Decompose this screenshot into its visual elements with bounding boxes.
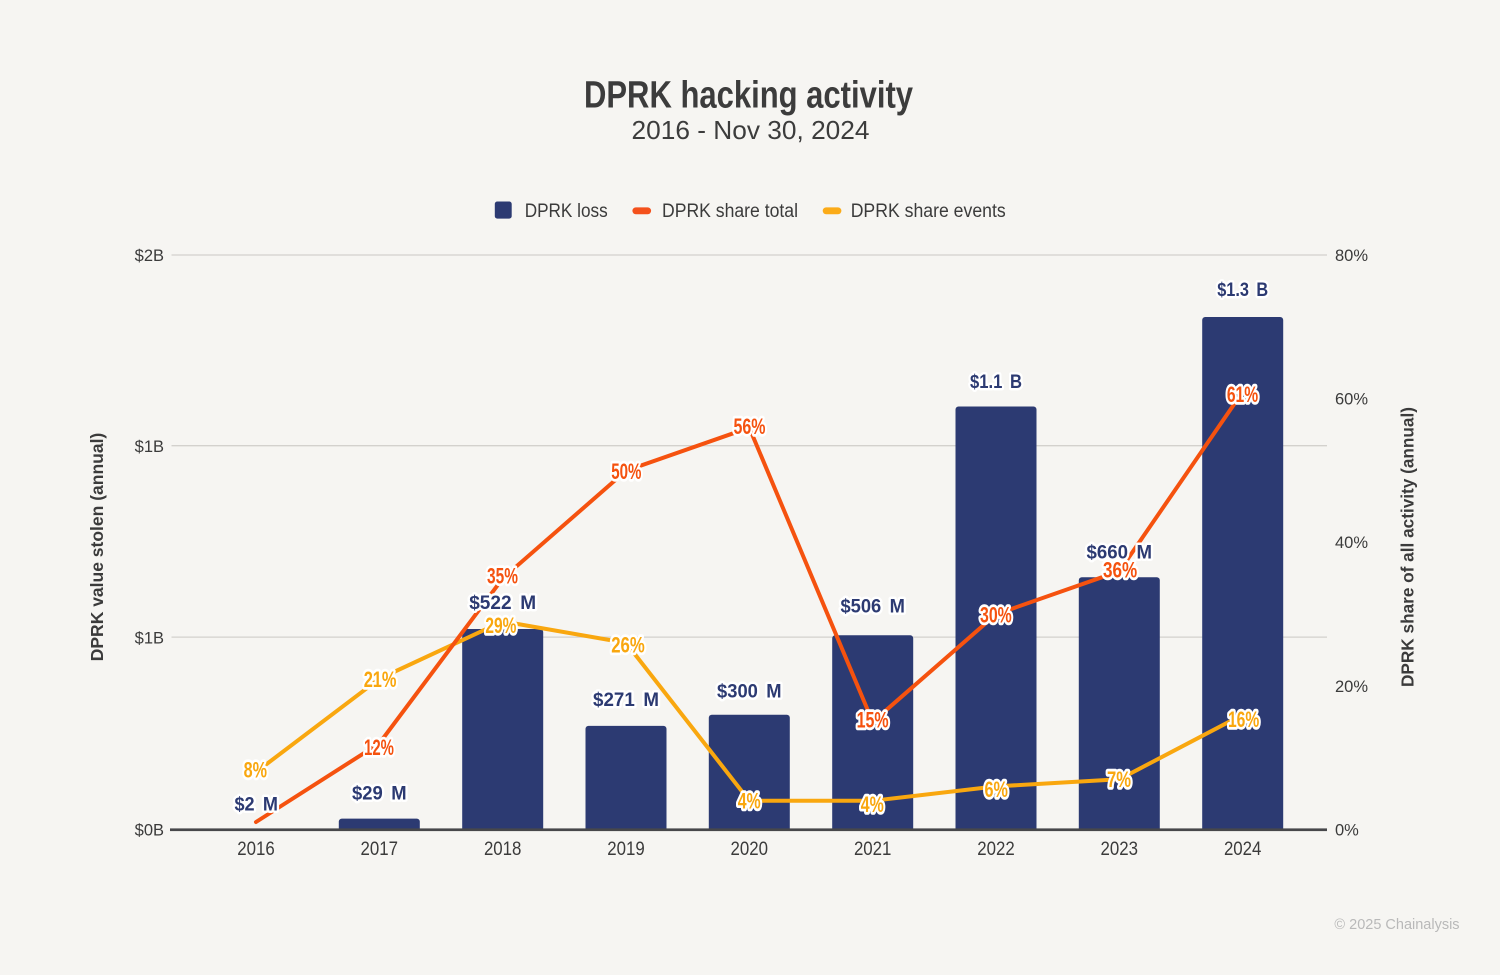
svg-text:15%: 15% (857, 708, 889, 733)
svg-text:$271 M: $271 M (593, 689, 659, 711)
svg-text:7%: 7% (1107, 767, 1131, 792)
svg-text:2021: 2021 (854, 839, 892, 860)
svg-text:6%: 6% (985, 777, 1008, 802)
svg-text:2016 - Nov 30, 2024: 2016 - Nov 30, 2024 (632, 115, 870, 145)
svg-text:$1.3 B: $1.3 B (1217, 279, 1268, 301)
svg-text:21%: 21% (364, 667, 397, 692)
svg-text:$29 M: $29 M (352, 783, 407, 805)
svg-text:DPRK hacking activity: DPRK hacking activity (584, 75, 913, 117)
svg-text:8%: 8% (244, 758, 267, 783)
svg-text:36%: 36% (1103, 558, 1137, 583)
svg-text:26%: 26% (611, 633, 645, 658)
svg-text:40%: 40% (1335, 534, 1368, 552)
svg-text:$0B: $0B (135, 821, 164, 839)
svg-text:16%: 16% (1228, 707, 1259, 732)
svg-text:30%: 30% (980, 602, 1012, 627)
svg-text:$300 M: $300 M (717, 681, 782, 703)
svg-text:$506 M: $506 M (840, 596, 905, 618)
svg-text:$1B: $1B (135, 438, 164, 456)
svg-text:DPRK share events: DPRK share events (851, 201, 1006, 222)
svg-text:DPRK share of all activity (an: DPRK share of all activity (annual) (1398, 407, 1418, 687)
svg-text:$522 M: $522 M (469, 592, 536, 614)
svg-text:4%: 4% (738, 789, 761, 814)
svg-text:4%: 4% (861, 792, 884, 817)
svg-text:2018: 2018 (484, 839, 522, 860)
svg-text:0%: 0% (1335, 821, 1359, 839)
svg-text:2017: 2017 (361, 839, 399, 860)
svg-text:$1.1 B: $1.1 B (970, 371, 1022, 393)
svg-text:2022: 2022 (977, 839, 1015, 860)
svg-text:61%: 61% (1227, 382, 1258, 407)
svg-text:2020: 2020 (731, 839, 769, 860)
svg-text:29%: 29% (485, 613, 516, 638)
svg-text:20%: 20% (1335, 678, 1368, 696)
svg-text:$1B: $1B (135, 630, 164, 648)
svg-text:© 2025 Chainalysis: © 2025 Chainalysis (1334, 917, 1459, 933)
svg-text:50%: 50% (611, 459, 641, 484)
svg-text:35%: 35% (487, 563, 518, 588)
svg-text:DPRK share total: DPRK share total (662, 201, 798, 222)
svg-text:12%: 12% (364, 735, 394, 760)
svg-text:DPRK loss: DPRK loss (525, 201, 608, 222)
svg-text:$660 M: $660 M (1087, 542, 1153, 564)
svg-text:2023: 2023 (1101, 839, 1139, 860)
svg-text:56%: 56% (734, 414, 766, 439)
svg-text:DPRK value stolen (annual): DPRK value stolen (annual) (87, 433, 107, 662)
svg-text:2019: 2019 (607, 839, 645, 860)
svg-text:60%: 60% (1335, 391, 1368, 409)
svg-text:80%: 80% (1335, 247, 1368, 265)
svg-text:2016: 2016 (237, 839, 275, 860)
svg-text:$2B: $2B (135, 247, 164, 265)
svg-text:2024: 2024 (1224, 839, 1262, 860)
